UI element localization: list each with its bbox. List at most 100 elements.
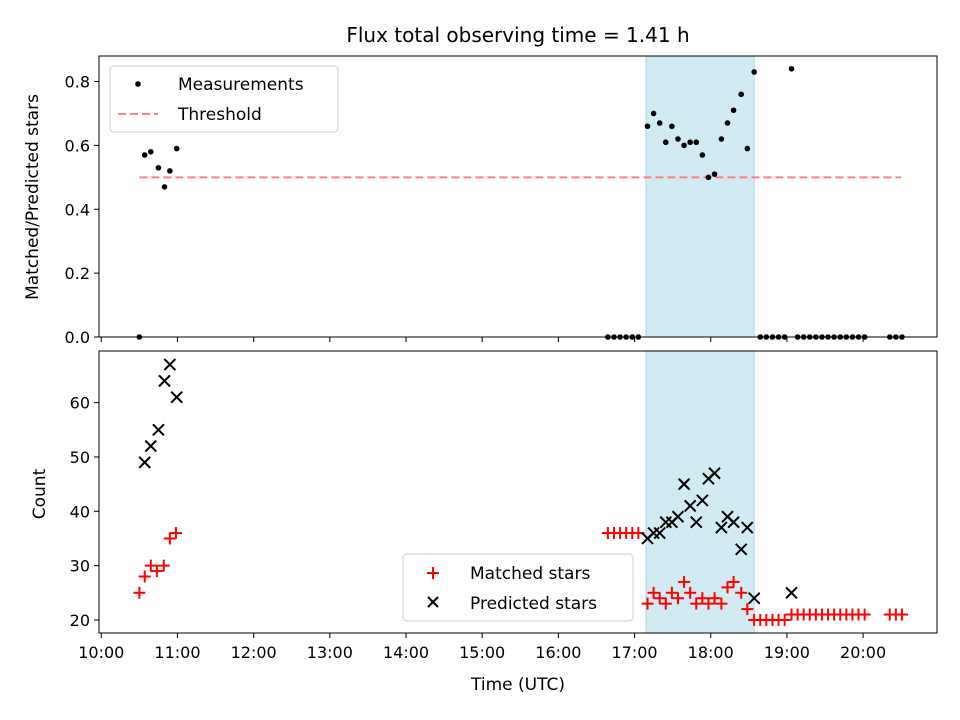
matched-star-point (778, 613, 791, 626)
matched-star-point (727, 575, 740, 588)
top-y-tick-label: 0.6 (65, 136, 90, 155)
bottom-panel: 10:00 11:00 12:00 13:00 14:00 15:00 16:00 17:00… (30, 350, 938, 695)
matched-star-point (144, 559, 157, 572)
predicted-star-point (715, 521, 728, 534)
measurement-point (173, 145, 180, 152)
measurement-point (699, 152, 706, 158)
bottom-y-tick-label: 20 (70, 611, 90, 630)
measurement-point (751, 69, 757, 75)
bottom-legend-box (402, 553, 634, 622)
bottom-axes-frame (98, 350, 938, 634)
measurement-point (644, 123, 651, 130)
observing-span-shade-bottom (645, 350, 755, 634)
count-points (133, 358, 908, 626)
measurement-point (724, 120, 731, 126)
measurement-point (155, 164, 162, 171)
x-tick-label: 19:00 (764, 643, 810, 662)
x-tick-label: 13:00 (307, 643, 353, 662)
measurements-legend-marker (135, 81, 141, 87)
predicted-star-point (696, 494, 709, 507)
top-y-tick-label: 0.8 (65, 73, 90, 92)
matched-star-point (133, 586, 146, 599)
bottom-y-tick-label: 50 (70, 448, 90, 467)
measurement-point (161, 184, 168, 190)
top-x-ticks (100, 337, 864, 342)
x-tick-label: 17:00 (612, 643, 658, 662)
observing-span-shade (645, 55, 755, 338)
predicted-star-point (671, 510, 685, 523)
matched-star-point (702, 597, 715, 610)
matched-star-point (690, 597, 703, 610)
measurement-point (744, 145, 751, 152)
x-tick-label: 10:00 (78, 643, 124, 662)
measurement-point (687, 139, 693, 146)
measurement-point (711, 171, 718, 177)
measurement-point (681, 142, 687, 149)
predicted-star-point (785, 586, 798, 599)
matched-star-point (659, 597, 672, 610)
predicted-star-point (144, 439, 158, 453)
predicted-star-point (683, 499, 697, 513)
matched-star-point (684, 586, 697, 599)
x-tick-label: 11:00 (154, 643, 200, 662)
bottom-legend: Matched stars Predicted stars (402, 553, 634, 622)
measurement-point (738, 91, 745, 98)
bottom-y-axis-label: Count (30, 468, 50, 519)
bottom-y-ticks: 20 30 40 50 60 (70, 394, 99, 630)
top-axes-frame (98, 55, 938, 338)
bottom-x-ticks: 10:00 11:00 12:00 13:00 14:00 15:00 16:00 17:00… (78, 633, 886, 662)
matched-stars-legend-marker (427, 567, 439, 579)
predicted-star-point (138, 456, 151, 469)
measurement-point (148, 148, 154, 155)
matched-star-point (721, 581, 734, 594)
measurement-point (141, 152, 148, 158)
predicted-stars-legend-label: Predicted stars (470, 594, 597, 614)
measurement-point (718, 136, 725, 142)
x-axis-label: Time (UTC) (470, 675, 565, 695)
shaded-span-rect (645, 350, 755, 634)
predicted-star-point (708, 467, 721, 480)
matched-star-point (665, 586, 678, 599)
matched-star-point (678, 575, 691, 588)
matched-star-point (647, 586, 660, 599)
x-tick-label: 16:00 (535, 643, 581, 662)
matched-star-point (163, 532, 176, 545)
measurement-point (705, 174, 712, 181)
top-y-tick-label: 0.0 (65, 328, 90, 347)
top-y-axis-label: Matched/Predicted stars (23, 94, 43, 300)
x-tick-label: 20:00 (840, 643, 886, 662)
predicted-star-point (653, 526, 666, 540)
chart-title: Flux total observing time = 1.41 h (346, 23, 689, 47)
matched-star-point (741, 603, 754, 616)
predicted-star-point (741, 521, 754, 534)
x-tick-label: 15:00 (459, 643, 505, 662)
predicted-star-point (170, 390, 183, 404)
x-tick-label: 14:00 (383, 643, 429, 662)
shaded-span-rect (645, 55, 755, 338)
matched-star-point (708, 592, 721, 605)
predicted-star-point (727, 515, 740, 529)
matched-star-point (715, 597, 728, 610)
predicted-star-point (152, 423, 165, 436)
top-y-tick-label: 0.2 (65, 264, 90, 283)
predicted-star-point (158, 374, 171, 388)
bottom-y-tick-label: 60 (70, 394, 90, 413)
top-y-tick-label: 0.4 (65, 200, 90, 219)
measurement-point (675, 136, 681, 142)
top-y-ticks: 0.0 0.2 0.4 0.6 0.8 (65, 73, 99, 347)
matched-star-point (169, 527, 182, 540)
measurement-point (656, 120, 663, 126)
matched-star-point (641, 597, 654, 610)
top-legend-box (109, 65, 339, 133)
matched-star-point (735, 586, 748, 599)
matched-stars-legend-label: Matched stars (470, 564, 590, 584)
predicted-star-point (747, 592, 761, 605)
predicted-star-point (690, 515, 703, 529)
top-panel: 0.00.20.40.60.8 Matched/Predicted stars … (23, 55, 938, 347)
matched-star-point (150, 565, 163, 578)
matched-star-point (895, 608, 908, 621)
measurement-point (669, 123, 675, 130)
measurement-point (662, 139, 669, 146)
measurements-legend-label: Measurements (178, 75, 304, 95)
